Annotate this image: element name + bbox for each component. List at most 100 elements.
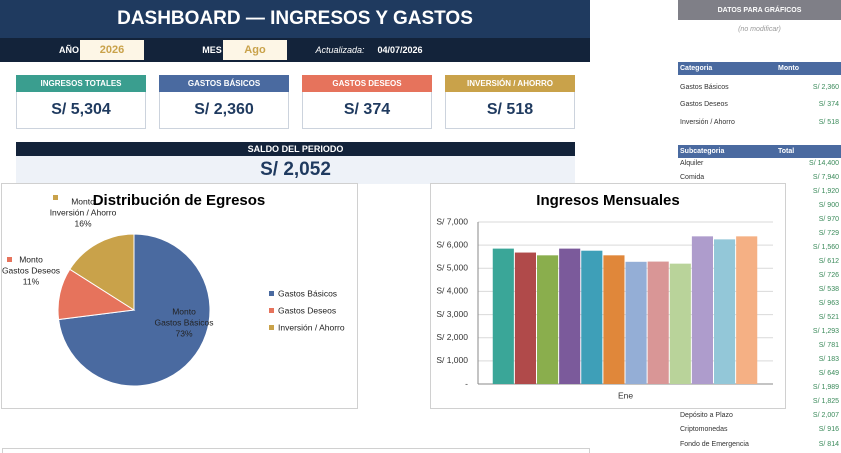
dashboard-title: DASHBOARD — INGRESOS Y GASTOS — [0, 0, 590, 38]
year-label: AÑO — [59, 45, 79, 55]
bar — [514, 252, 536, 384]
table-header-bg — [678, 62, 841, 75]
side-title: DATOS PARA GRÁFICOS — [678, 0, 841, 20]
kpi-value: S/ 374 — [343, 101, 391, 118]
table-value: S/ 612 — [818, 257, 839, 265]
table-cell: Gastos Deseos — [680, 101, 728, 108]
side-note: (no modificar) — [738, 25, 781, 33]
table-cell: Inversión / Ahorro — [680, 118, 735, 126]
month-label: MES — [202, 45, 222, 55]
pie-slice — [69, 233, 135, 311]
slice-label: Gastos Deseos — [2, 265, 60, 275]
legend-label: Gastos Deseos — [278, 305, 336, 315]
table-header: Subcategoria — [680, 148, 725, 155]
slice-label: 16% — [74, 218, 91, 228]
y-tick-label: S/ 7,000 — [436, 216, 468, 226]
y-tick-label: - — [465, 378, 468, 388]
balance-label: SALDO DEL PERIODO — [16, 142, 575, 156]
y-tick-label: S/ 3,000 — [436, 309, 468, 319]
table-cell: Depósito a Plazo — [680, 412, 733, 420]
month-input[interactable]: Ago — [223, 40, 287, 60]
year-input[interactable]: 2026 — [80, 40, 144, 60]
table-value: S/ 963 — [818, 300, 839, 307]
panel-border — [2, 448, 590, 453]
bar — [669, 263, 691, 384]
table-value: S/ 521 — [818, 314, 839, 322]
bar — [581, 250, 603, 384]
chart-title: Distribución de Egresos — [93, 192, 266, 209]
table-header: Monto — [778, 65, 799, 72]
label-marker — [7, 257, 12, 262]
slice-label: Monto — [71, 196, 95, 206]
table-value: S/ 518 — [818, 118, 839, 126]
table-value: S/ 1,989 — [812, 384, 839, 392]
table-cell: Gastos Básicos — [680, 83, 729, 91]
bar — [647, 261, 669, 384]
y-tick-label: S/ 6,000 — [436, 239, 468, 249]
balance-value: S/ 2,052 — [16, 156, 575, 184]
table-value: S/ 1,293 — [812, 328, 839, 336]
kpi-value: S/ 5,304 — [51, 101, 111, 118]
table-value: S/ 2,007 — [812, 412, 839, 420]
bar — [625, 261, 647, 384]
updated-date: 04/07/2026 — [377, 45, 423, 55]
table-value: S/ 900 — [818, 201, 839, 209]
table-value: S/ 814 — [818, 440, 839, 448]
table-value: S/ 649 — [818, 370, 839, 378]
legend-label: Inversión / Ahorro — [278, 322, 345, 332]
bar — [492, 248, 514, 384]
table-value: S/ 374 — [818, 101, 839, 108]
label-marker — [53, 195, 58, 200]
table-value: S/ 183 — [818, 356, 839, 364]
table-cell: Criptomonedas — [680, 426, 728, 434]
table-value: S/ 7,940 — [812, 173, 839, 181]
updated-label: Actualizada: — [315, 45, 365, 55]
table-value: S/ 2,360 — [812, 83, 839, 91]
x-tick-label: Ene — [618, 390, 633, 400]
table-value: S/ 726 — [818, 271, 839, 279]
table-value: S/ 729 — [818, 229, 839, 237]
table-header: Total — [778, 148, 795, 155]
legend-swatch — [269, 291, 274, 296]
bar — [691, 236, 713, 384]
table-value: S/ 1,825 — [812, 398, 839, 406]
chart-title: Ingresos Mensuales — [536, 192, 679, 209]
y-tick-label: S/ 5,000 — [436, 263, 468, 273]
kpi-label: GASTOS DESEOS — [302, 75, 432, 92]
table-value: S/ 916 — [818, 426, 839, 434]
table-cell: Alquiler — [680, 159, 704, 167]
bar — [537, 255, 559, 384]
slice-label: Monto — [172, 306, 196, 316]
table-cell: Comida — [680, 173, 705, 181]
bar — [714, 239, 736, 384]
legend-label: Gastos Básicos — [278, 288, 337, 298]
kpi-value: S/ 2,360 — [194, 101, 254, 118]
slice-label: Monto — [19, 254, 43, 264]
table-value: S/ 1,920 — [812, 187, 839, 195]
table-value: S/ 14,400 — [809, 159, 839, 167]
kpi-label: GASTOS BÁSICOS — [159, 75, 289, 92]
table-cell: Fondo de Emergencia — [680, 440, 749, 448]
table-value: S/ 781 — [818, 342, 839, 350]
legend-swatch — [269, 308, 274, 313]
slice-label: 11% — [23, 276, 40, 286]
table-header-bg — [678, 145, 841, 158]
bar — [736, 236, 758, 384]
slice-label: 73% — [175, 328, 192, 338]
y-tick-label: S/ 2,000 — [436, 332, 468, 342]
table-value: S/ 538 — [818, 285, 839, 293]
bar — [559, 248, 581, 384]
legend-swatch — [269, 325, 274, 330]
table-value: S/ 970 — [818, 215, 839, 223]
kpi-label: INVERSIÓN / AHORRO — [445, 75, 575, 92]
kpi-label: INGRESOS TOTALES — [16, 75, 146, 92]
kpi-value: S/ 518 — [486, 101, 534, 118]
bar-chart: Ingresos Mensuales - S/ 1,000 S/ 2,000 S/ 3… — [430, 183, 786, 409]
y-tick-label: S/ 1,000 — [436, 355, 468, 365]
table-header: Categoria — [680, 65, 713, 72]
slice-label: Gastos Básicos — [154, 317, 213, 327]
bar — [603, 255, 625, 384]
y-tick-label: S/ 4,000 — [436, 286, 468, 296]
